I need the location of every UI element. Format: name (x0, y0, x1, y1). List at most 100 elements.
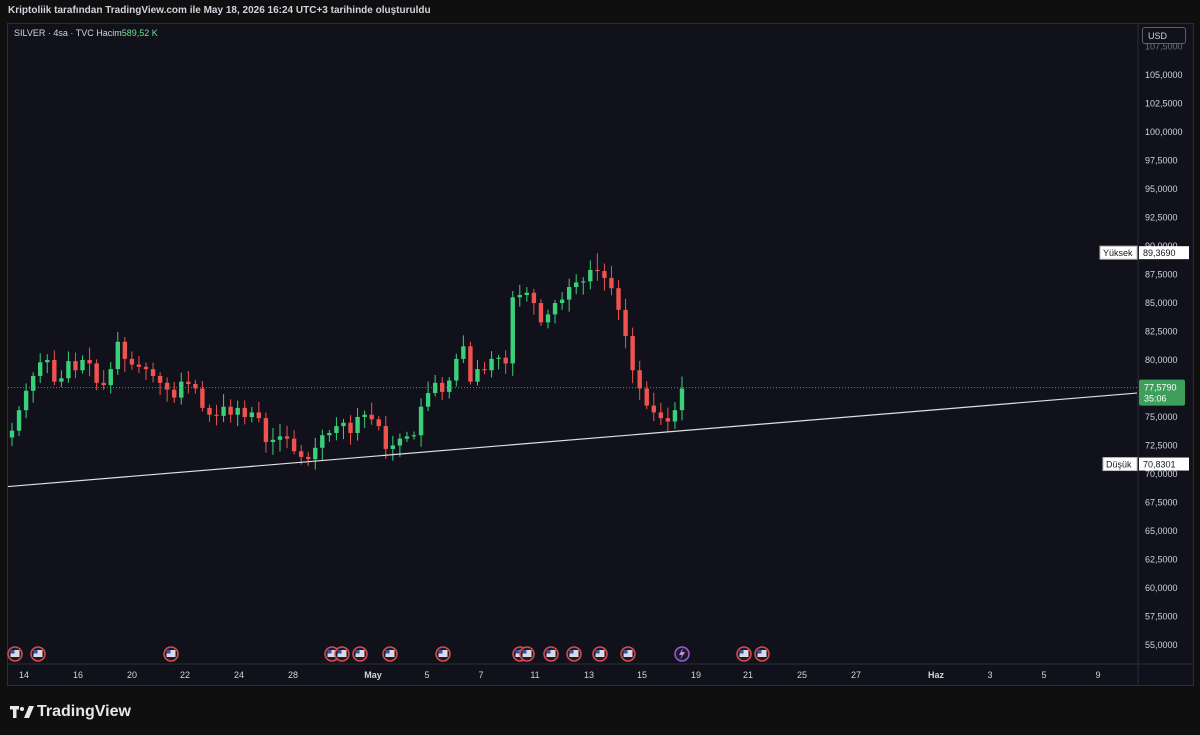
candle-body[interactable] (362, 414, 367, 417)
candle-body[interactable] (228, 406, 233, 415)
candle-body[interactable] (87, 360, 92, 364)
candle-body[interactable] (510, 297, 515, 364)
candle-body[interactable] (9, 430, 15, 438)
candle-body[interactable] (644, 388, 649, 406)
candle-body[interactable] (496, 357, 501, 359)
candle-body[interactable] (66, 361, 71, 379)
candle-body[interactable] (566, 287, 572, 300)
candle-body[interactable] (588, 269, 593, 282)
candle-body[interactable] (341, 422, 346, 427)
candle-body[interactable] (207, 407, 212, 415)
candle-body[interactable] (179, 381, 184, 398)
candle-body[interactable] (80, 360, 85, 371)
candle-body[interactable] (425, 393, 431, 407)
candle-body[interactable] (355, 417, 360, 433)
candle-body[interactable] (517, 295, 522, 298)
candle-body[interactable] (482, 369, 487, 371)
candle-body[interactable] (23, 390, 29, 411)
candle-body[interactable] (665, 418, 671, 422)
candle-body[interactable] (94, 363, 99, 383)
candle-body[interactable] (623, 309, 628, 337)
candle-body[interactable] (545, 314, 551, 323)
candle-body[interactable] (59, 378, 64, 382)
candle-body[interactable] (581, 281, 586, 283)
candle-body[interactable] (122, 341, 128, 359)
candle-body[interactable] (193, 383, 198, 389)
candle-body[interactable] (475, 369, 480, 382)
candle-body[interactable] (270, 439, 276, 443)
candle-body[interactable] (157, 375, 163, 383)
trendline[interactable] (7, 392, 1138, 488)
candle-body[interactable] (45, 360, 50, 363)
candle-body[interactable] (277, 436, 283, 440)
candle-body[interactable] (150, 369, 156, 376)
candle-body[interactable] (30, 375, 36, 391)
candle-body[interactable] (404, 436, 410, 439)
candle-body[interactable] (256, 412, 262, 419)
candle-body[interactable] (221, 406, 226, 416)
candle-body[interactable] (334, 426, 339, 433)
candle-body[interactable] (242, 407, 247, 417)
candle-body[interactable] (214, 414, 219, 416)
candle-body[interactable] (559, 299, 565, 303)
candle-body[interactable] (461, 346, 466, 359)
candle-body[interactable] (235, 407, 240, 415)
candle-body[interactable] (164, 382, 170, 390)
candle-body[interactable] (200, 388, 205, 408)
candle-body[interactable] (489, 358, 494, 371)
candle-body[interactable] (658, 412, 664, 419)
candle-body[interactable] (73, 361, 78, 371)
candle-body[interactable] (291, 438, 297, 452)
candle-body[interactable] (369, 414, 374, 420)
candle-body[interactable] (115, 341, 120, 370)
candle-body[interactable] (397, 438, 403, 446)
candle-body[interactable] (672, 410, 678, 422)
candle-body[interactable] (602, 271, 607, 278)
candle-body[interactable] (630, 336, 635, 371)
candle-body[interactable] (306, 456, 311, 460)
candle-body[interactable] (263, 418, 269, 443)
candle-body[interactable] (284, 436, 290, 439)
candle-body[interactable] (609, 277, 614, 289)
candle-body[interactable] (531, 292, 537, 303)
candle-body[interactable] (651, 405, 656, 413)
candle-body[interactable] (348, 422, 353, 433)
candle-body[interactable] (552, 303, 558, 315)
chart-pane[interactable] (7, 23, 1194, 686)
candle-body[interactable] (418, 406, 424, 436)
candle-body[interactable] (637, 370, 642, 389)
candle-body[interactable] (16, 410, 22, 431)
candle-body[interactable] (503, 357, 508, 364)
candle-body[interactable] (376, 419, 381, 427)
candle-body[interactable] (108, 369, 113, 386)
candle-body[interactable] (38, 362, 43, 376)
candle-body[interactable] (298, 451, 304, 457)
candle-body[interactable] (468, 346, 473, 382)
candle-body[interactable] (616, 288, 621, 310)
candle-body[interactable] (101, 382, 106, 386)
candle-body[interactable] (524, 292, 530, 296)
candle-body[interactable] (143, 366, 149, 370)
candle-body[interactable] (136, 364, 142, 367)
candle-body[interactable] (390, 445, 396, 449)
candle-body[interactable] (679, 388, 685, 411)
currency-button[interactable]: USD (1142, 27, 1186, 44)
candle-body[interactable] (574, 282, 579, 288)
candle-body[interactable] (595, 269, 600, 272)
candle-body[interactable] (454, 358, 459, 381)
candle-body[interactable] (320, 435, 325, 448)
symbol-legend[interactable]: SILVER · 4sa · TVC Hacim589,52 K (14, 28, 158, 38)
candle-body[interactable] (172, 389, 177, 398)
candle-body[interactable] (440, 382, 445, 392)
candle-body[interactable] (538, 303, 544, 323)
candle-body[interactable] (327, 432, 332, 436)
candle-body[interactable] (447, 380, 452, 392)
candle-body[interactable] (129, 358, 135, 365)
candle-body[interactable] (411, 435, 417, 437)
candle-body[interactable] (313, 447, 318, 460)
candle-body[interactable] (383, 426, 388, 449)
candle-body[interactable] (249, 412, 254, 417)
candle-body[interactable] (432, 382, 438, 394)
candle-body[interactable] (186, 381, 191, 384)
